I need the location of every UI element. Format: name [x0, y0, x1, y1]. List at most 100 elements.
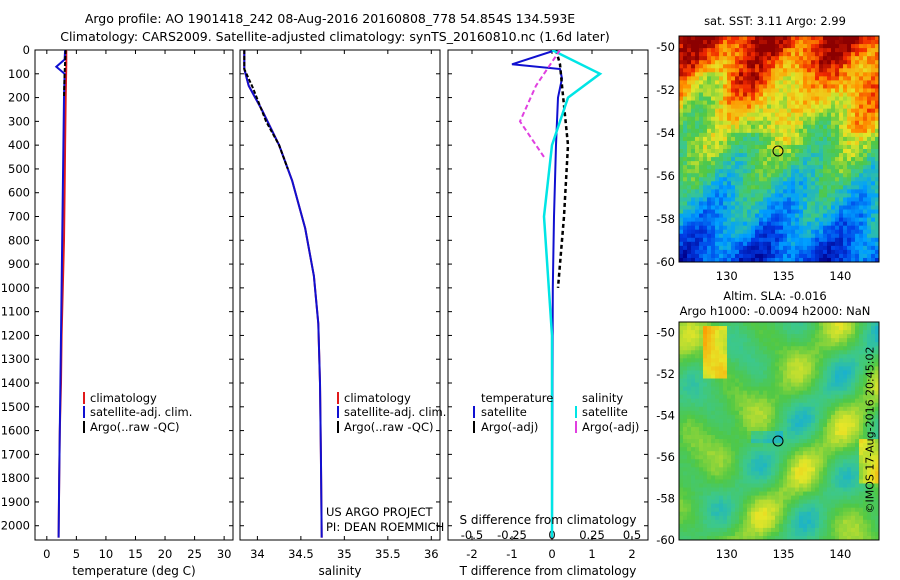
sla-cell [687, 390, 692, 396]
sst-cell [727, 161, 732, 166]
sst-cell [755, 104, 760, 110]
sst-cell [755, 249, 760, 255]
sla-cell [859, 447, 864, 452]
sla-cell [683, 447, 688, 452]
sst-cell [687, 157, 692, 162]
sst-cell [803, 64, 808, 69]
sst-cell [823, 161, 828, 166]
sst-cell [687, 201, 692, 206]
sla-cell [859, 398, 864, 404]
sst-cell [739, 165, 744, 170]
sla-cell [771, 378, 776, 383]
sst-cell [719, 169, 724, 174]
sst-cell [859, 161, 864, 166]
sst-cell [715, 112, 720, 118]
sst-cell [687, 197, 692, 202]
sst-cell [847, 205, 852, 210]
sla-cell [847, 418, 852, 424]
sst-cell [839, 173, 844, 178]
sst-cell [851, 153, 856, 158]
sla-cell [771, 358, 776, 363]
sst-cell [699, 173, 704, 178]
sla-cell [831, 414, 836, 420]
sla-cell [711, 443, 716, 448]
sst-cell [695, 132, 700, 138]
sla-cell [767, 463, 772, 468]
sla-cell [707, 447, 712, 452]
sst-cell [703, 157, 708, 162]
sst-cell [711, 128, 716, 134]
sst-cell [871, 96, 876, 101]
sst-cell [771, 193, 776, 198]
sla-cell [699, 370, 704, 375]
sst-cell [727, 64, 732, 69]
sst-cell [751, 181, 756, 186]
sla-cell [867, 382, 872, 387]
sst-cell [815, 153, 820, 158]
sla-cell [763, 362, 768, 367]
sst-cell [727, 237, 732, 243]
sla-cell [691, 435, 696, 440]
sst-cell [715, 169, 720, 174]
sst-cell [871, 80, 876, 85]
sst-cell [851, 201, 856, 206]
sla-cell [747, 354, 752, 359]
sst-map-ytick-label: -52 [656, 83, 675, 97]
sst-cell [707, 40, 712, 45]
sst-cell [871, 221, 876, 227]
sla-cell [851, 326, 856, 331]
sla-cell [831, 451, 836, 456]
sst-cell [715, 104, 720, 110]
sla-cell [719, 435, 724, 440]
sst-cell [799, 108, 804, 114]
sst-cell [719, 253, 724, 259]
sla-cell [775, 414, 780, 420]
sla-cell [839, 398, 844, 404]
sst-cell [767, 104, 772, 110]
sla-cell [743, 358, 748, 363]
sla-cell [867, 322, 872, 327]
sst-cell [767, 40, 772, 45]
sst-cell [755, 120, 760, 126]
sla-cell [847, 410, 852, 416]
sst-cell [859, 181, 864, 186]
sst-cell [703, 173, 708, 178]
sst-cell [815, 193, 820, 198]
sst-cell [819, 237, 824, 243]
sst-cell [859, 64, 864, 69]
sst-cell [843, 257, 848, 262]
sst-cell [763, 88, 768, 93]
sla-cell [727, 475, 732, 480]
sst-cell [779, 68, 784, 73]
sla-cell [695, 410, 700, 416]
sst-cell [791, 52, 796, 57]
sst-cell [807, 144, 812, 150]
sla-cell [723, 426, 728, 432]
sst-cell [827, 165, 832, 170]
sst-cell [847, 149, 852, 154]
sla-cell [731, 326, 736, 331]
sla-cell [715, 362, 720, 367]
sal-series-climatology [243, 50, 323, 538]
sla-cell [771, 350, 776, 355]
sla-cell [711, 455, 716, 460]
sst-cell [855, 181, 860, 186]
sst-cell [731, 112, 736, 118]
sst-cell [679, 205, 684, 210]
sst-cell [735, 185, 740, 190]
sst-cell [871, 60, 876, 65]
sst-cell [739, 209, 744, 214]
sst-cell [863, 185, 868, 190]
sla-cell [803, 358, 808, 363]
sla-cell [731, 435, 736, 440]
sst-cell [755, 124, 760, 130]
sst-cell [727, 44, 732, 49]
sla-cell [771, 455, 776, 460]
sla-cell [855, 447, 860, 452]
sst-cell [691, 245, 696, 251]
sla-cell [763, 426, 768, 432]
depth-tick-label: 1500 [1, 400, 30, 414]
sla-cell [859, 322, 864, 327]
sla-cell [859, 330, 864, 335]
sst-cell [759, 209, 764, 214]
